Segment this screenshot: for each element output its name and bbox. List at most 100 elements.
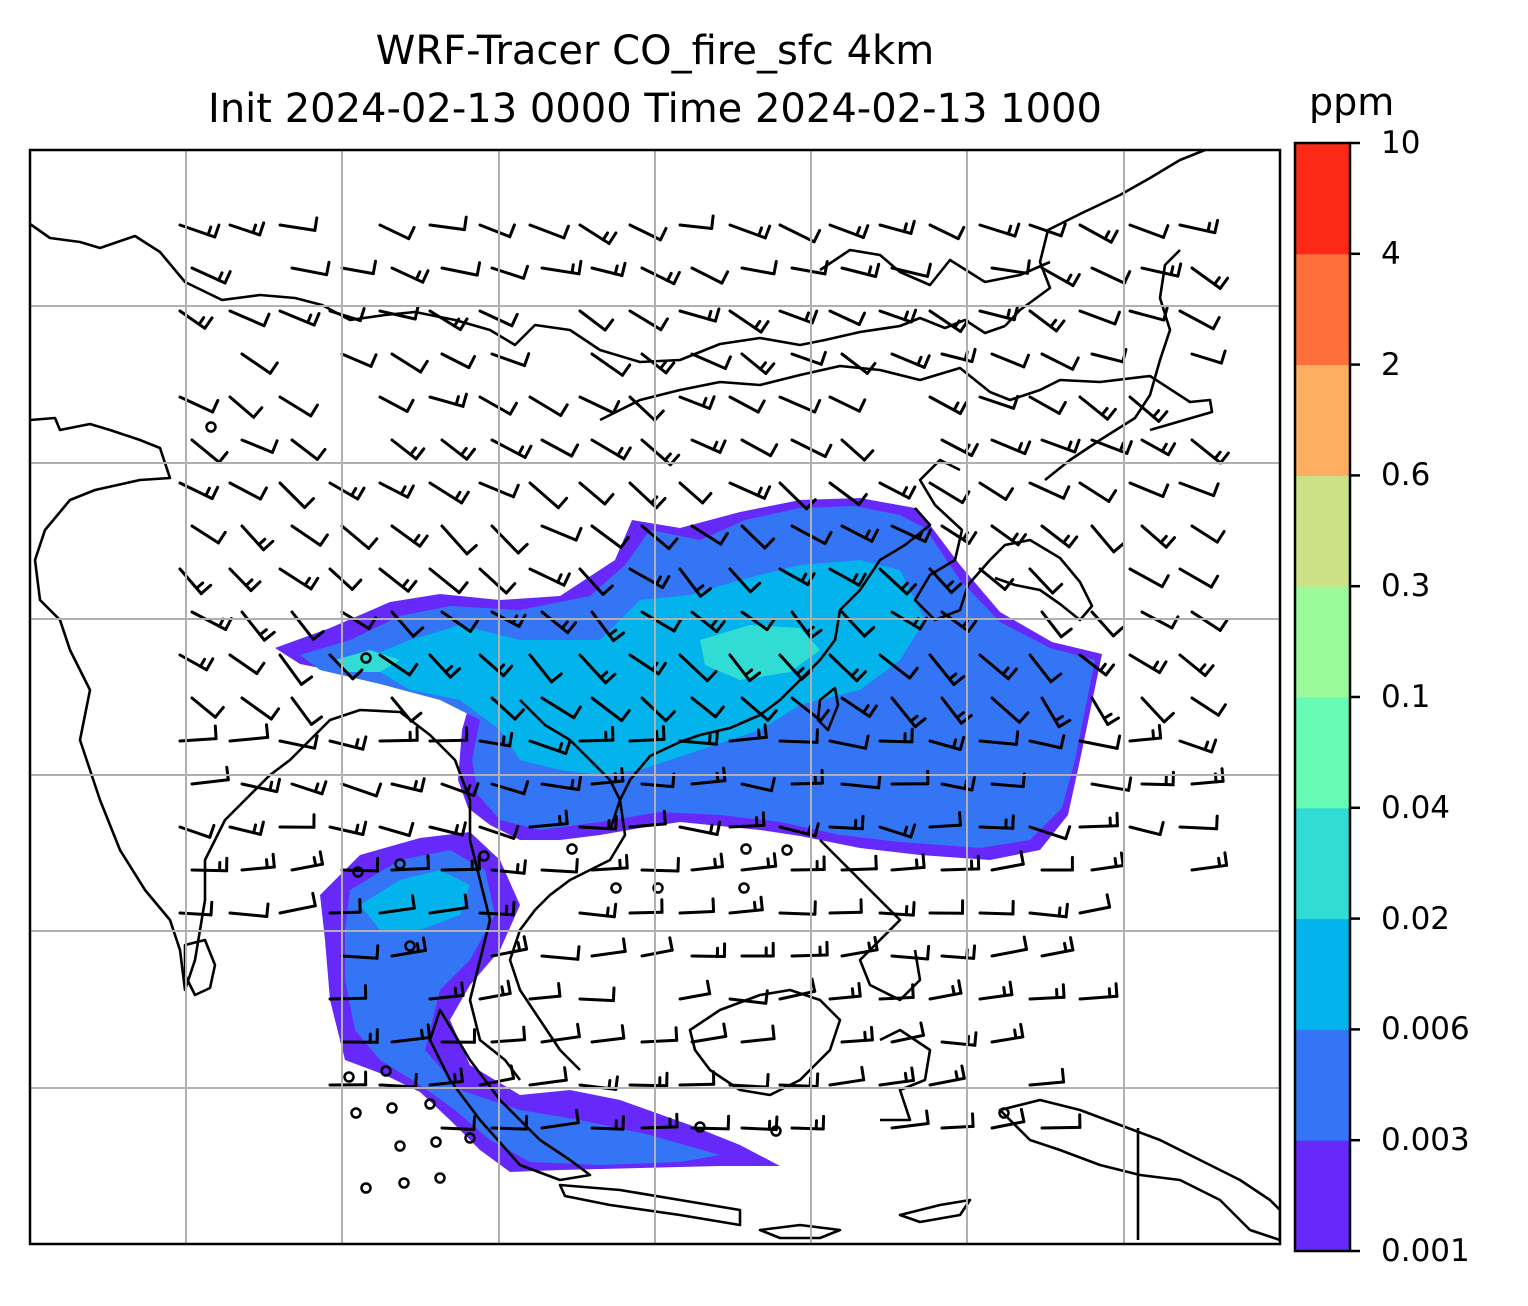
wind-barb xyxy=(1028,481,1071,500)
wind-barb xyxy=(790,260,829,276)
wind-barb xyxy=(640,610,682,633)
wind-barb xyxy=(390,610,425,638)
calm-wind-markers xyxy=(205,421,1010,1194)
wind-barb xyxy=(740,1024,776,1044)
wind-barb xyxy=(228,481,268,501)
wind-barb xyxy=(678,395,716,410)
wind-barb xyxy=(928,899,965,915)
wind-barb xyxy=(928,979,963,1001)
wind-barb xyxy=(178,823,216,839)
wind-barb xyxy=(240,852,276,872)
wind-barb xyxy=(690,438,727,454)
coast-mongolia-border xyxy=(819,248,1051,287)
wind-barb xyxy=(690,610,726,633)
wind-barb xyxy=(528,739,572,755)
wind-barb xyxy=(590,261,627,277)
wind-barb xyxy=(1040,610,1073,639)
wind-barb xyxy=(690,1114,731,1131)
wind-barb xyxy=(1128,567,1170,589)
wind-barb xyxy=(1028,222,1067,238)
wind-barb xyxy=(240,352,279,375)
wind-barb xyxy=(1128,223,1170,239)
wind-barb xyxy=(540,259,583,276)
wind-barb xyxy=(1090,266,1132,285)
wind-barb xyxy=(490,859,527,875)
wind-barb xyxy=(1028,395,1067,415)
wind-barb xyxy=(578,726,615,743)
wind-barb xyxy=(378,395,415,413)
wind-barb xyxy=(578,223,618,245)
wind-barb xyxy=(1040,1113,1082,1130)
wind-barb xyxy=(940,347,977,364)
wind-barb xyxy=(490,935,529,958)
wind-barb xyxy=(1140,262,1183,278)
gridlines xyxy=(30,150,1280,1244)
wind-barb xyxy=(190,765,230,786)
wind-barb xyxy=(278,734,319,750)
wind-barb xyxy=(990,696,1030,724)
wind-barb xyxy=(1028,734,1066,750)
wind-barb xyxy=(1078,309,1121,326)
wind-barb xyxy=(1090,524,1125,554)
wind-barb xyxy=(978,306,1019,322)
wind-barb xyxy=(528,481,569,510)
wind-barb xyxy=(328,1070,368,1087)
wind-barb xyxy=(928,1064,966,1087)
wind-barb xyxy=(1090,610,1125,638)
wind-barb xyxy=(840,262,881,278)
wind-barb xyxy=(678,897,716,915)
wind-barb xyxy=(828,223,870,239)
wind-barb xyxy=(640,438,681,467)
wind-barb xyxy=(340,352,378,368)
wind-barb xyxy=(890,696,927,729)
colorbar-tick-label: 0.1 xyxy=(1381,679,1431,715)
wind-barb xyxy=(1178,653,1215,677)
wind-barb xyxy=(428,481,470,505)
wind-barb xyxy=(878,1066,915,1087)
wind-barb xyxy=(390,777,426,793)
wind-barb xyxy=(890,853,926,872)
calm-wind-circle xyxy=(610,882,622,894)
wind-barb xyxy=(678,653,718,683)
wind-barb xyxy=(528,653,563,684)
wind-barb xyxy=(578,395,621,415)
calm-wind-circle xyxy=(350,1107,362,1119)
wind-barb xyxy=(690,352,732,370)
wind-barb xyxy=(240,610,276,642)
wind-barb xyxy=(828,814,865,831)
calm-wind-circle xyxy=(343,1071,355,1083)
wind-barb xyxy=(628,309,669,332)
wind-barb xyxy=(890,944,931,961)
wind-barb xyxy=(378,821,415,837)
wind-barb xyxy=(190,696,225,719)
wind-barb xyxy=(828,567,867,587)
wind-barb xyxy=(378,726,419,743)
wind-barb xyxy=(490,438,533,459)
wind-barb xyxy=(728,895,764,915)
wind-barb xyxy=(978,653,1018,681)
wind-barb xyxy=(490,1115,529,1131)
wind-barb xyxy=(228,567,262,593)
wind-barb xyxy=(840,610,876,638)
wind-barb xyxy=(478,825,520,840)
wind-barb xyxy=(640,856,680,873)
wind-barb xyxy=(690,524,729,546)
wind-barb xyxy=(890,769,930,786)
wind-barb xyxy=(490,780,530,796)
calm-wind-circle xyxy=(360,652,372,664)
wind-barb xyxy=(890,1021,925,1044)
wind-barb xyxy=(478,731,514,748)
calm-wind-circle xyxy=(352,866,364,878)
wind-barb xyxy=(1128,653,1168,675)
wind-barb xyxy=(978,814,1015,830)
wind-barb xyxy=(878,727,914,744)
calm-wind-circle xyxy=(478,850,490,862)
wind-barb xyxy=(840,935,879,958)
colorbar-tick-label: 0.04 xyxy=(1381,789,1451,826)
map-frame xyxy=(28,148,1282,1246)
coast-sulawesi xyxy=(879,1028,932,1122)
wind-barb xyxy=(790,1114,826,1131)
calm-wind-circle xyxy=(434,1172,446,1184)
wind-barb xyxy=(1078,481,1118,503)
wind-barb xyxy=(740,696,778,722)
